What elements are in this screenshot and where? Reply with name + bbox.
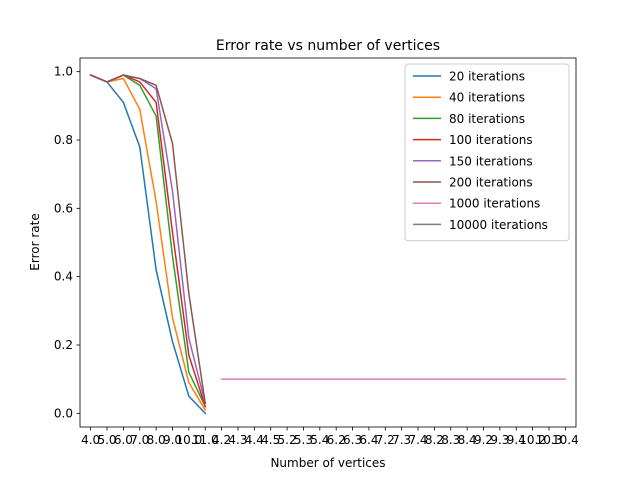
- y-tick-label: 1.0: [54, 65, 73, 79]
- plot-frame: [79, 57, 577, 428]
- x-tick-label: 8.2: [425, 433, 444, 447]
- y-tick-label: 0.6: [54, 201, 73, 215]
- x-tick-label: 10.0: [175, 433, 202, 447]
- series-line-0: [89, 74, 207, 415]
- x-tick-label: 6.0: [114, 433, 133, 447]
- x-tick-label: 11.0: [192, 433, 219, 447]
- legend-label: 100 iterations: [449, 133, 533, 147]
- x-tick-label: 4.5: [261, 433, 280, 447]
- x-tick-label: 10.4: [552, 433, 579, 447]
- series-line-5: [89, 74, 207, 404]
- legend: 20 iterations 40 iterations 80 iterations 1…: [404, 63, 570, 242]
- legend-label: 150 iterations: [449, 154, 533, 168]
- y-axis-label: Error rate: [28, 213, 42, 270]
- x-tick-label: 7.3: [392, 433, 411, 447]
- series-line-2: [89, 74, 207, 408]
- legend-label: 80 iterations: [449, 112, 525, 126]
- x-tick-label: 4.2: [212, 433, 231, 447]
- x-tick-label: 7.4: [408, 433, 427, 447]
- legend-label: 10000 iterations: [449, 218, 548, 232]
- x-tick-label: 8.4: [458, 433, 477, 447]
- x-tick-label: 9.2: [474, 433, 493, 447]
- x-tick-label: 7.2: [376, 433, 395, 447]
- y-tick-label: 0.8: [54, 133, 73, 147]
- x-tick-label: 6.3: [343, 433, 362, 447]
- x-tick-label: 5.3: [294, 433, 313, 447]
- legend-label: 40 iterations: [449, 91, 525, 105]
- x-tick-label: 10.2: [519, 433, 546, 447]
- legend-box: [404, 63, 570, 242]
- x-tick-label: 5.4: [310, 433, 329, 447]
- x-tick-label: 9.4: [507, 433, 526, 447]
- y-tick-label: 0.2: [54, 338, 73, 352]
- y-tick-label: 0.4: [54, 270, 73, 284]
- series-layer: [89, 74, 567, 415]
- x-tick-label: 4.3: [228, 433, 247, 447]
- series-line-1: [89, 74, 207, 411]
- x-tick-label: 6.2: [327, 433, 346, 447]
- x-tick-label: 7.0: [130, 433, 149, 447]
- x-tick-label: 10.3: [536, 433, 563, 447]
- x-tick-label: 9.3: [490, 433, 509, 447]
- legend-label: 20 iterations: [449, 70, 525, 84]
- legend-label: 200 iterations: [449, 176, 533, 190]
- x-tick-label: 5.2: [278, 433, 297, 447]
- legend-label: 1000 iterations: [449, 197, 540, 211]
- y-tick-label: 0.0: [54, 406, 73, 420]
- x-tick-label: 4.4: [245, 433, 264, 447]
- series-line-3: [89, 74, 207, 408]
- x-tick-label: 9.0: [163, 433, 182, 447]
- chart-title: Error rate vs number of vertices: [216, 38, 440, 54]
- axes-layer: 0.0 0.2 0.4 0.6 0.8 1.0 4.05.06.07.08.09.010.0…: [54, 57, 579, 447]
- x-tick-label: 6.4: [359, 433, 378, 447]
- x-axis-label: Number of vertices: [270, 456, 385, 470]
- x-tick-label: 8.0: [147, 433, 166, 447]
- x-tick-label: 8.3: [441, 433, 460, 447]
- x-tick-label: 5.0: [97, 433, 116, 447]
- x-tick-label: 4.0: [81, 433, 100, 447]
